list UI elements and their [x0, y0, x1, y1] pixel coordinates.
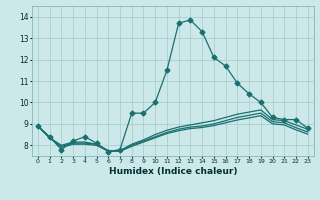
- X-axis label: Humidex (Indice chaleur): Humidex (Indice chaleur): [108, 167, 237, 176]
